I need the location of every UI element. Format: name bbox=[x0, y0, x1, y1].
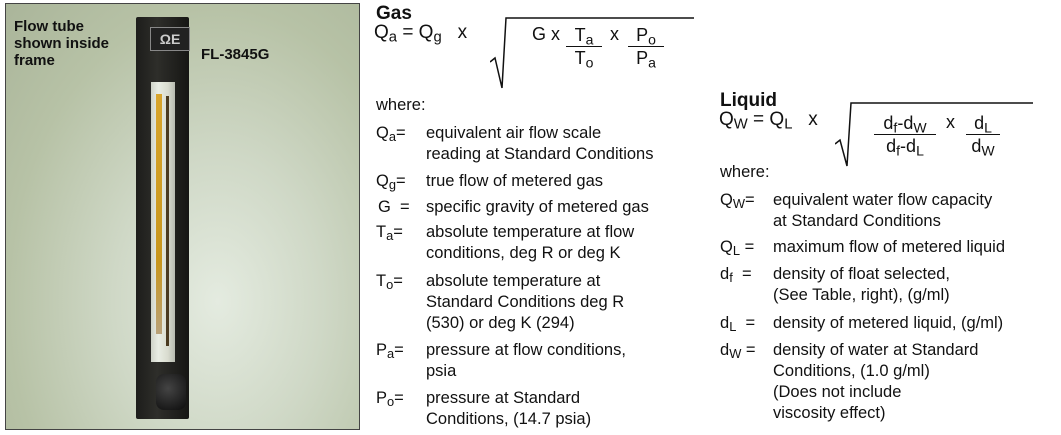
liquid-heading: Liquid bbox=[720, 90, 777, 111]
gas-def-symbol: G = bbox=[378, 198, 410, 216]
glass-tube bbox=[151, 82, 175, 362]
gas-def-symbol: Ta= bbox=[376, 223, 403, 244]
gas-def-text: pressure at Standard Conditions, (14.7 ps… bbox=[426, 389, 592, 428]
liquid-def-symbol: QW= bbox=[720, 191, 755, 212]
square-root-sign bbox=[490, 17, 694, 89]
omega-logo: ΩE bbox=[150, 27, 190, 51]
liquid-def-symbol: df = bbox=[720, 265, 752, 286]
gas-def-text: absolute temperature at flow conditions, … bbox=[426, 223, 635, 262]
gas-def-text: true flow of metered gas bbox=[426, 172, 604, 190]
liquid-def-text: equivalent water flow capacity at Standar… bbox=[773, 191, 993, 230]
gas-def-text: specific gravity of metered gas bbox=[426, 198, 649, 216]
liquid-formula-times: x bbox=[946, 112, 955, 132]
liquid-fraction-density-diff: df-dW df-dL bbox=[874, 112, 936, 158]
photo-caption: Flow tube shown inside frame bbox=[14, 18, 109, 69]
caption-line: shown inside bbox=[14, 35, 110, 52]
gas-def-symbol: Qa= bbox=[376, 124, 406, 145]
gas-fraction-temperature: Ta To bbox=[566, 24, 602, 70]
gas-def-symbol: Pa= bbox=[376, 341, 404, 362]
gas-formula-times: x bbox=[610, 24, 619, 44]
gas-fraction-pressure: Po Pa bbox=[628, 24, 664, 70]
gas-def-symbol: Po= bbox=[376, 389, 404, 410]
liquid-def-symbol: dL = bbox=[720, 314, 756, 335]
gas-def-text: equivalent air flow scale reading at Stan… bbox=[426, 124, 654, 163]
gas-def-symbol: To= bbox=[376, 272, 403, 293]
gas-def-text: pressure at flow conditions, psia bbox=[426, 341, 626, 380]
gas-heading: Gas bbox=[376, 3, 412, 24]
gas-def-text: absolute temperature at Standard Conditio… bbox=[426, 272, 625, 332]
gas-formula-lhs: Qa = Qg x bbox=[374, 22, 468, 46]
liquid-def-text: density of float selected, (See Table, ri… bbox=[773, 265, 951, 304]
gas-formula-g: G x bbox=[532, 24, 561, 44]
liquid-def-text: maximum flow of metered liquid bbox=[773, 238, 1005, 256]
scale-strip bbox=[156, 94, 162, 334]
valve-knob bbox=[156, 374, 186, 410]
liquid-formula-lhs: QW = QL x bbox=[719, 109, 818, 133]
liquid-def-symbol: QL = bbox=[720, 238, 755, 259]
gas-where-label: where: bbox=[376, 96, 426, 114]
liquid-def-text: density of water at Standard Conditions, … bbox=[773, 341, 979, 422]
caption-line: Flow tube bbox=[14, 18, 84, 35]
caption-line: frame bbox=[14, 52, 55, 69]
gas-def-symbol: Qg= bbox=[376, 172, 406, 193]
liquid-where-label: where: bbox=[720, 163, 770, 181]
guide-rod bbox=[166, 96, 169, 346]
flow-tube-photo: Flow tube shown inside frame FL-3845G ΩE bbox=[5, 3, 360, 430]
liquid-fraction-density-ratio: dL dW bbox=[966, 112, 1000, 158]
liquid-def-symbol: dW = bbox=[720, 341, 756, 362]
square-root-sign bbox=[835, 102, 1033, 167]
model-label: FL-3845G bbox=[201, 46, 270, 63]
liquid-def-text: density of metered liquid, (g/ml) bbox=[773, 314, 1004, 332]
